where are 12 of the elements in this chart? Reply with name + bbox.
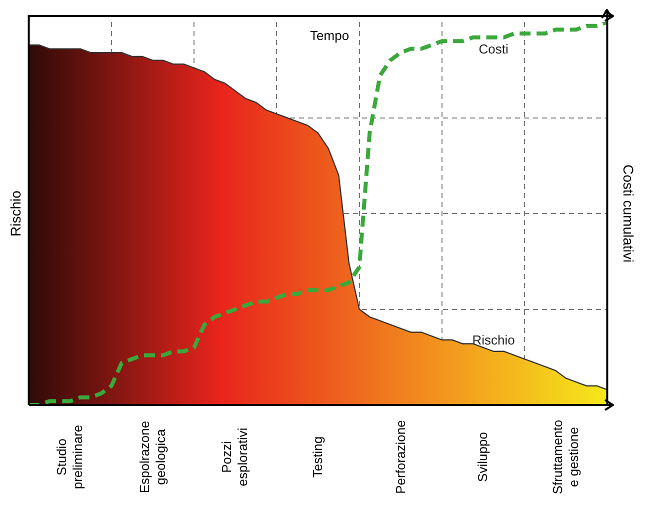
x-axis-title: Tempo [310,28,350,44]
series-label: Costi [478,41,509,56]
series-label: Rischio [472,332,515,348]
x-tick-label: Sviluppo [475,432,492,482]
y-axis-title: Rischio [7,190,24,236]
x-tick-label: Testing [310,436,326,478]
x-tick-label: Espolrazone geologica [136,420,169,494]
x-tick-label: Sfruttamento e gestione [550,420,582,494]
x-tick-label: Studio preliminare [54,424,86,490]
y2-axis-title: Costi cumulativi [620,164,637,263]
x-tick-label: Perforazione [392,420,409,494]
x-tick-label: Pozzi esplorativi [219,428,252,486]
